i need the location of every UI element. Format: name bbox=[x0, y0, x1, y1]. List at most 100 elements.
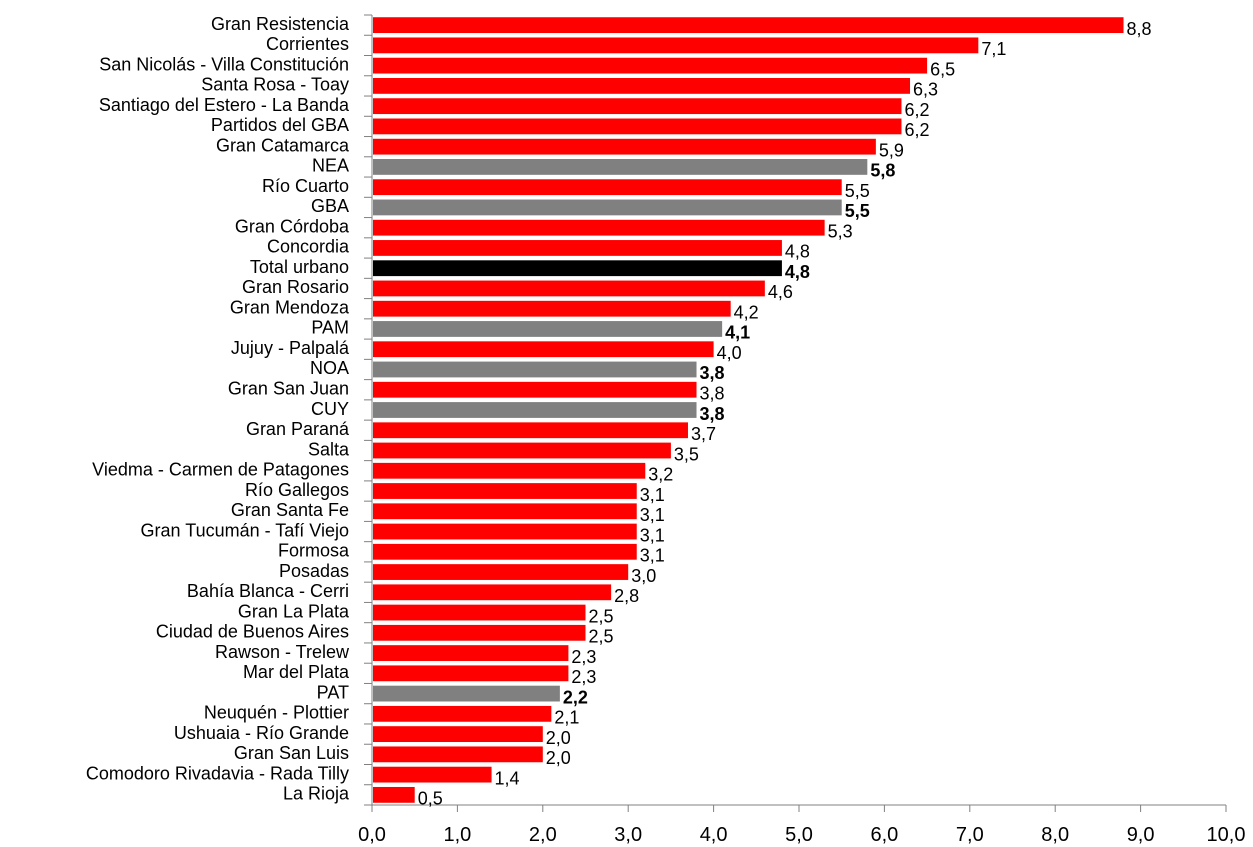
category-label: PAM bbox=[311, 318, 349, 338]
value-label: 3,5 bbox=[674, 444, 699, 464]
bar bbox=[373, 300, 731, 317]
value-label: 5,5 bbox=[845, 201, 870, 221]
category-label: Partidos del GBA bbox=[211, 115, 349, 135]
bar bbox=[373, 786, 415, 803]
bar bbox=[373, 159, 868, 175]
category-label: CUY bbox=[311, 399, 349, 419]
value-label: 7,1 bbox=[981, 39, 1006, 59]
category-label: Concordia bbox=[267, 237, 350, 257]
value-label: 3,1 bbox=[640, 525, 665, 545]
value-label: 2,3 bbox=[571, 667, 596, 687]
category-label: Formosa bbox=[278, 541, 350, 561]
bar bbox=[373, 442, 671, 459]
category-label: GBA bbox=[311, 196, 349, 216]
bar bbox=[373, 240, 782, 256]
value-label: 4,8 bbox=[785, 242, 810, 262]
value-label: 4,6 bbox=[768, 282, 793, 302]
bar bbox=[373, 604, 586, 621]
value-label: 2,3 bbox=[571, 647, 596, 667]
category-label: Salta bbox=[308, 439, 350, 459]
x-tick-label: 2,0 bbox=[529, 824, 557, 846]
category-label: Rawson - Trelew bbox=[215, 642, 350, 662]
value-label: 3,7 bbox=[691, 424, 716, 444]
category-label: Neuquén - Plottier bbox=[204, 703, 349, 723]
category-label: Jujuy - Palpalá bbox=[231, 338, 350, 358]
value-label: 1,4 bbox=[495, 768, 520, 788]
bar bbox=[373, 402, 697, 418]
value-label: 6,2 bbox=[904, 120, 929, 140]
category-label: Gran San Luis bbox=[234, 743, 349, 763]
bar bbox=[373, 321, 723, 337]
bar bbox=[373, 766, 492, 783]
value-label: 3,1 bbox=[640, 546, 665, 566]
bar bbox=[373, 422, 688, 439]
value-label: 2,0 bbox=[546, 748, 571, 768]
value-label: 3,8 bbox=[700, 383, 725, 403]
value-label: 3,1 bbox=[640, 485, 665, 505]
category-label: NEA bbox=[312, 156, 349, 176]
value-label: 5,3 bbox=[828, 221, 853, 241]
axes-layer bbox=[364, 14, 1227, 812]
x-tick-label: 8,0 bbox=[1041, 824, 1069, 846]
category-label: Viedma - Carmen de Patagones bbox=[92, 460, 349, 480]
category-label: San Nicolás - Villa Constitución bbox=[99, 54, 349, 74]
category-label: Santa Rosa - Toay bbox=[201, 75, 349, 95]
value-label: 3,2 bbox=[648, 465, 673, 485]
x-tick-label: 4,0 bbox=[700, 824, 728, 846]
bar bbox=[373, 17, 1124, 34]
bar bbox=[373, 665, 569, 682]
category-label: Santiago del Estero - La Banda bbox=[99, 95, 350, 115]
category-label: Gran Mendoza bbox=[230, 297, 350, 317]
bar bbox=[373, 543, 637, 560]
value-label: 2,0 bbox=[546, 728, 571, 748]
category-label: Gran Catamarca bbox=[216, 135, 350, 155]
bars-layer bbox=[373, 17, 1124, 803]
bar bbox=[373, 98, 902, 115]
category-label: Río Cuarto bbox=[262, 176, 349, 196]
x-tick-label: 10,0 bbox=[1207, 824, 1246, 846]
bar bbox=[373, 645, 569, 661]
bar bbox=[373, 138, 876, 155]
category-label: Gran Santa Fe bbox=[231, 500, 349, 520]
bar bbox=[373, 483, 637, 499]
category-label: Total urbano bbox=[250, 257, 349, 277]
bar bbox=[373, 726, 543, 742]
category-label: Bahía Blanca - Cerri bbox=[187, 581, 349, 601]
category-label: Ciudad de Buenos Aires bbox=[156, 622, 349, 642]
category-label: La Rioja bbox=[283, 784, 350, 804]
category-label: Gran Resistencia bbox=[211, 14, 350, 34]
value-label: 6,2 bbox=[904, 100, 929, 120]
category-label: Corrientes bbox=[266, 34, 349, 54]
value-label: 2,8 bbox=[614, 586, 639, 606]
bar bbox=[373, 118, 902, 135]
value-label: 2,2 bbox=[563, 687, 588, 707]
bar bbox=[373, 280, 765, 297]
labels-layer: Gran Resistencia 8,8 Corrientes 7,1 San Nico… bbox=[86, 14, 1246, 846]
bar bbox=[373, 462, 646, 479]
x-tick-label: 9,0 bbox=[1127, 824, 1155, 846]
bar bbox=[373, 705, 552, 722]
category-label: NOA bbox=[310, 358, 349, 378]
value-label: 2,5 bbox=[589, 627, 614, 647]
bar bbox=[373, 199, 842, 216]
bar bbox=[373, 341, 714, 358]
x-tick-label: 0,0 bbox=[358, 824, 386, 846]
bar bbox=[373, 78, 911, 94]
bar bbox=[373, 179, 842, 196]
category-label: Posadas bbox=[279, 561, 349, 581]
value-label: 4,1 bbox=[725, 323, 750, 343]
bar bbox=[373, 685, 560, 702]
x-tick-label: 6,0 bbox=[870, 824, 898, 846]
value-label: 8,8 bbox=[1127, 19, 1152, 39]
value-label: 5,5 bbox=[845, 181, 870, 201]
category-label: Ushuaia - Río Grande bbox=[174, 723, 349, 743]
value-label: 2,5 bbox=[589, 606, 614, 626]
value-label: 5,9 bbox=[879, 140, 904, 160]
value-label: 2,1 bbox=[554, 708, 579, 728]
value-label: 4,8 bbox=[785, 262, 810, 282]
value-label: 4,0 bbox=[717, 343, 742, 363]
bar bbox=[373, 260, 782, 277]
bar bbox=[373, 624, 586, 641]
